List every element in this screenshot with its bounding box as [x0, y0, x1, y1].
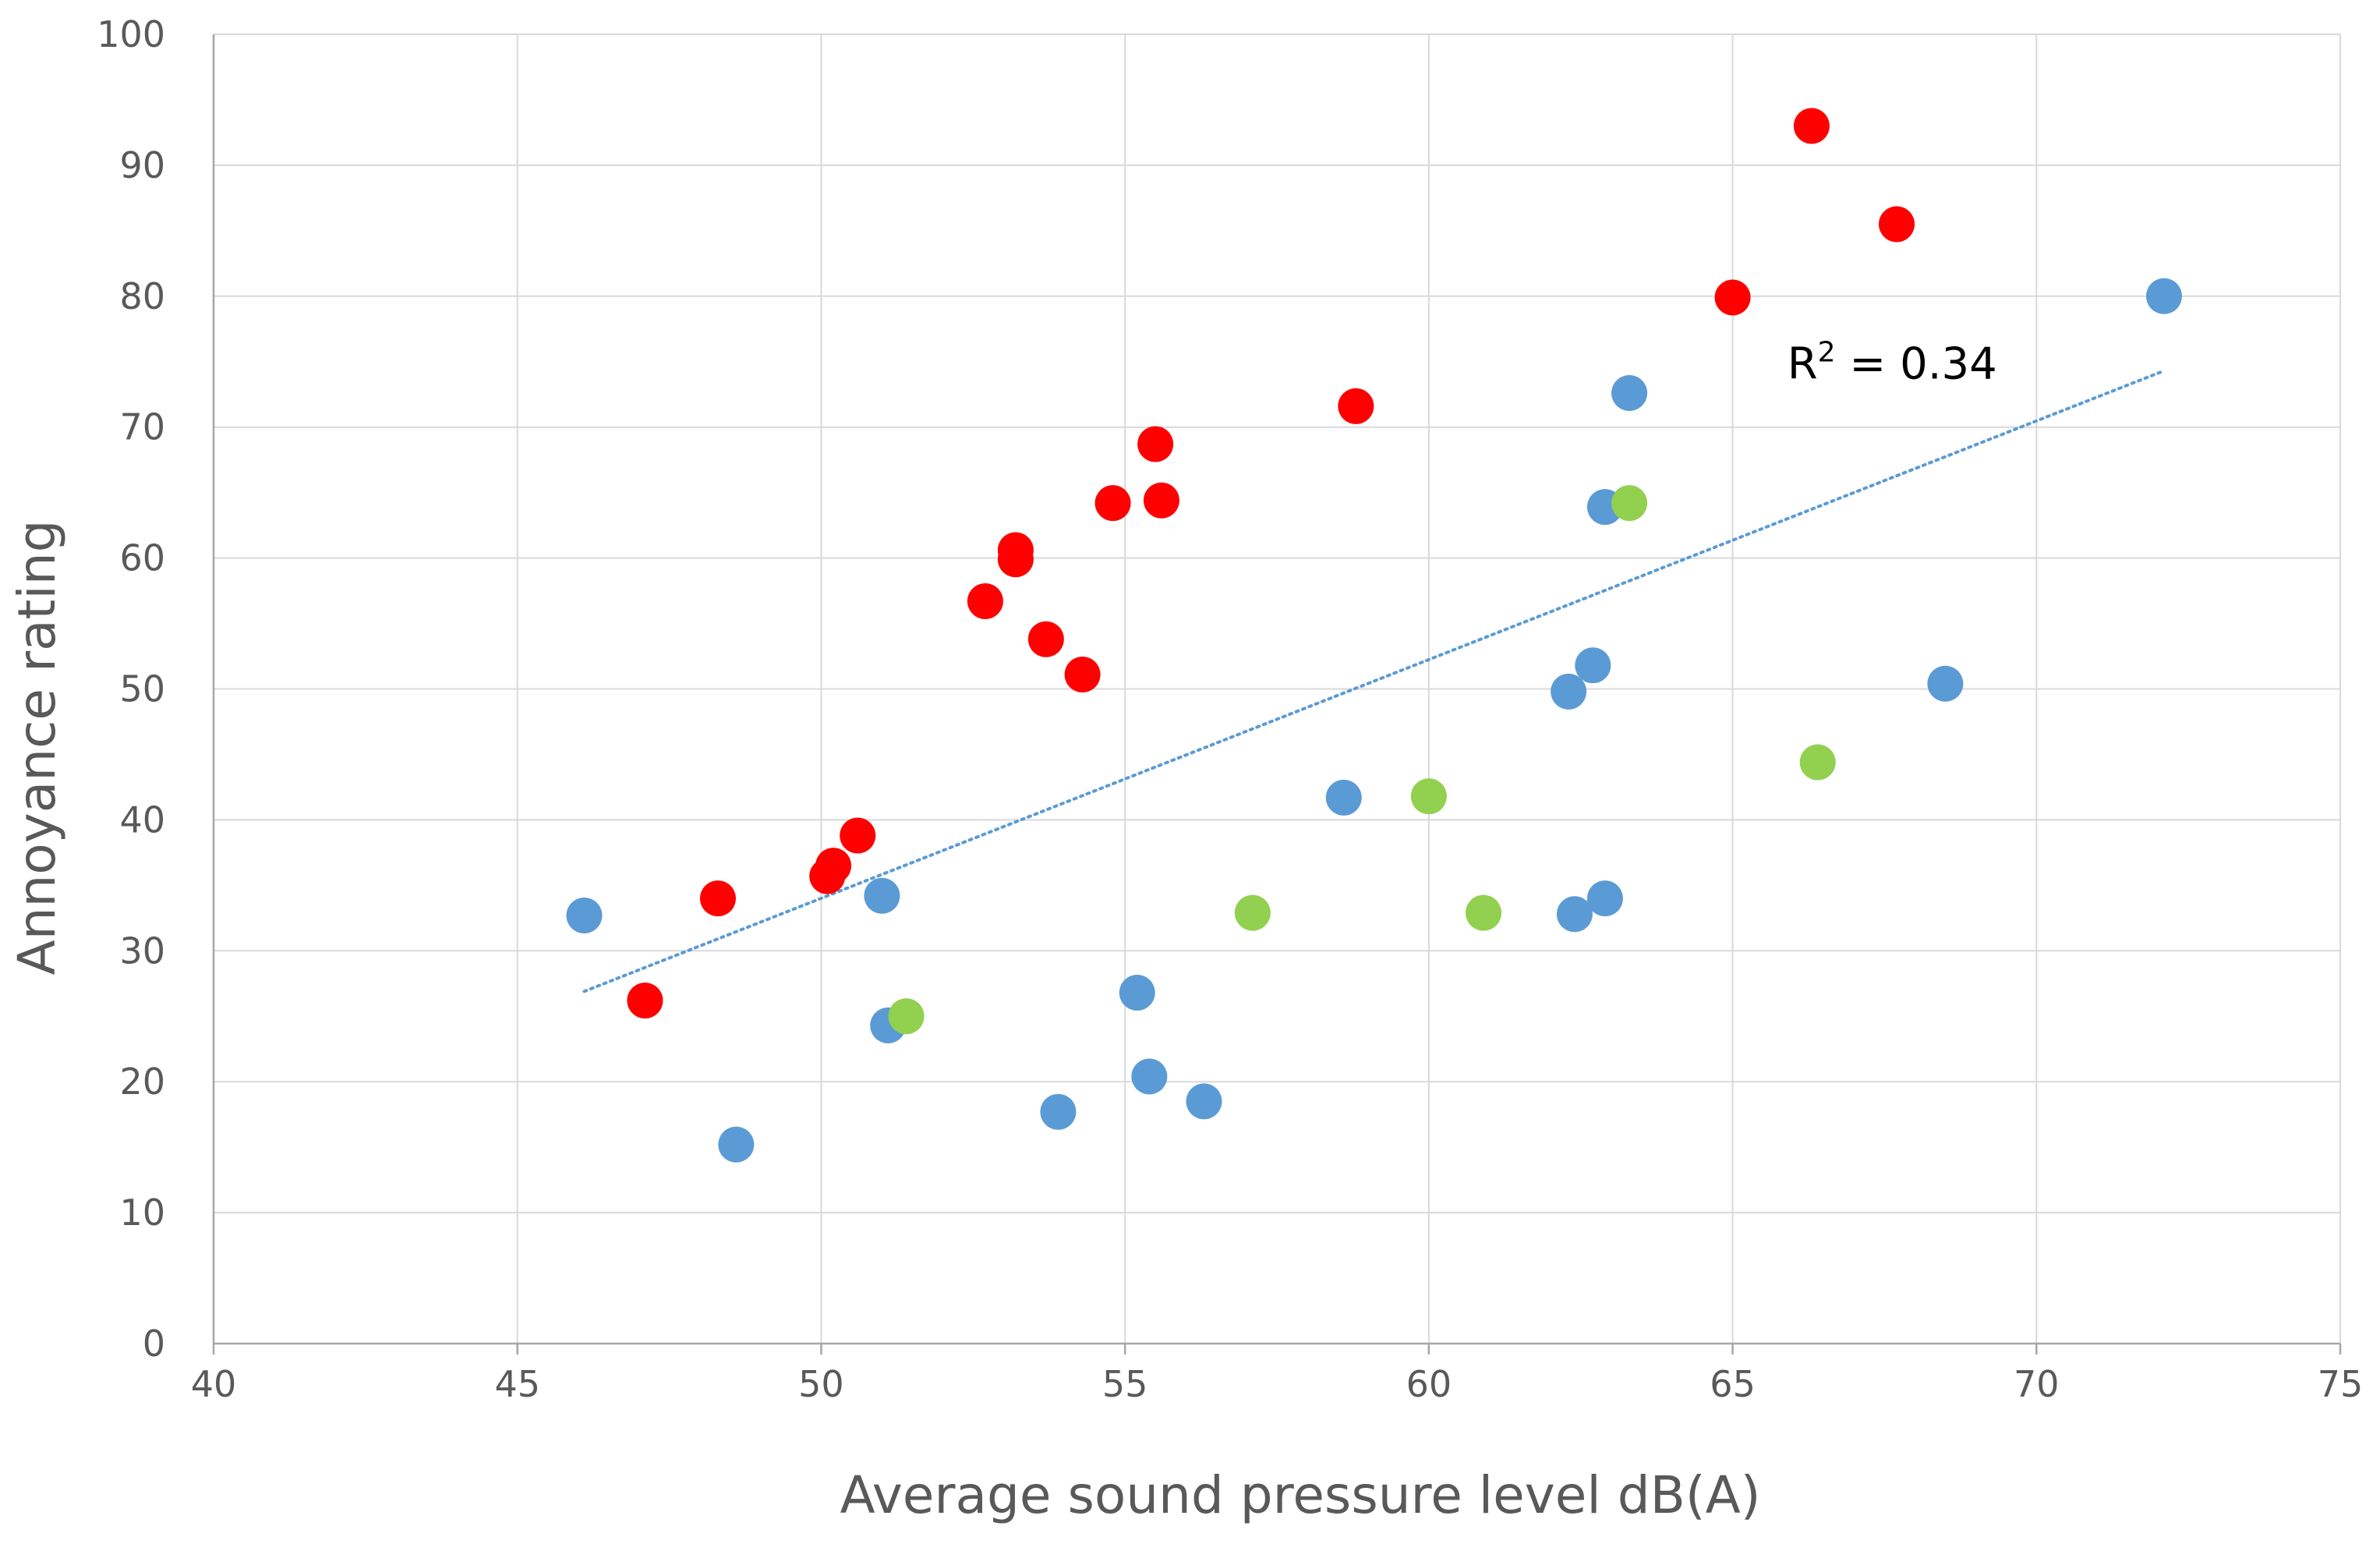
- x-tick-label: 45: [494, 1363, 540, 1405]
- blue-data-point: [1119, 975, 1155, 1011]
- red-data-point: [1714, 279, 1751, 316]
- green-data-point: [1611, 485, 1648, 522]
- blue-data-point: [1551, 673, 1587, 710]
- blue-data-point: [864, 877, 900, 914]
- x-tick-label: 70: [2014, 1363, 2060, 1405]
- blue-data-point: [1325, 779, 1362, 816]
- red-data-point: [1338, 388, 1374, 424]
- y-tick-label: 20: [119, 1061, 165, 1103]
- axes: 40 45 50 55 60 65 70 75 0 10 20 30 40 50 60 70 80 90 100: [97, 13, 2363, 1405]
- green-data-point: [1466, 894, 1502, 931]
- x-tick-label: 60: [1406, 1363, 1452, 1405]
- y-tick-label: 100: [97, 13, 165, 55]
- blue-data-point: [1611, 375, 1648, 412]
- blue-data-point: [1131, 1058, 1168, 1095]
- blue-data-point: [1186, 1083, 1222, 1120]
- y-tick-label: 60: [119, 537, 165, 579]
- data-points: [566, 108, 2182, 1163]
- green-data-point: [1799, 744, 1836, 781]
- red-data-point: [840, 817, 876, 854]
- r-squared-value: = 0.34: [1836, 339, 1997, 390]
- trendline: [582, 369, 2166, 993]
- red-data-point: [967, 583, 1003, 620]
- red-data-point: [627, 983, 663, 1019]
- r-squared-annotation: R2 = 0.34: [1788, 337, 1997, 390]
- y-axis-title: Annoyance rating: [7, 520, 67, 976]
- blue-data-point: [1575, 647, 1611, 684]
- y-tick-label: 70: [119, 406, 165, 448]
- x-tick-label: 55: [1102, 1363, 1148, 1405]
- y-tick-label: 50: [119, 668, 165, 710]
- red-data-point: [815, 848, 852, 884]
- gridlines: [214, 34, 2341, 1344]
- blue-data-point: [1040, 1093, 1077, 1130]
- y-tick-label: 30: [119, 930, 165, 972]
- x-axis-title: Average sound pressure level dB(A): [840, 1465, 1760, 1525]
- red-data-point: [1879, 206, 1915, 243]
- blue-data-point: [1556, 896, 1593, 933]
- y-tick-label: 90: [119, 144, 165, 186]
- red-data-point: [1793, 108, 1830, 144]
- blue-data-point: [718, 1126, 755, 1163]
- trendline-layer: [582, 369, 2166, 993]
- green-data-point: [1234, 894, 1271, 931]
- blue-data-point: [566, 897, 603, 933]
- y-tick-label: 80: [119, 275, 165, 317]
- x-tick-label: 50: [798, 1363, 844, 1405]
- blue-data-point: [2145, 278, 2182, 314]
- green-data-point: [888, 998, 925, 1035]
- green-data-point: [1410, 778, 1447, 815]
- y-tick-label: 0: [143, 1323, 165, 1365]
- red-data-point: [1095, 485, 1131, 522]
- blue-data-point: [1586, 880, 1623, 917]
- red-data-point: [699, 880, 736, 917]
- blue-data-point: [1927, 665, 1964, 702]
- red-data-point: [997, 541, 1034, 578]
- red-data-point: [1027, 621, 1064, 657]
- y-tick-label: 10: [119, 1192, 165, 1234]
- red-data-point: [1143, 482, 1179, 519]
- red-data-point: [1137, 426, 1174, 462]
- x-tick-label: 65: [1710, 1363, 1756, 1405]
- red-data-point: [1064, 657, 1101, 693]
- x-tick-label: 40: [191, 1363, 237, 1405]
- r-squared-superscript: 2: [1818, 337, 1836, 369]
- r-squared-base: R: [1788, 339, 1818, 390]
- x-tick-label: 75: [2318, 1363, 2364, 1405]
- y-tick-label: 40: [119, 799, 165, 841]
